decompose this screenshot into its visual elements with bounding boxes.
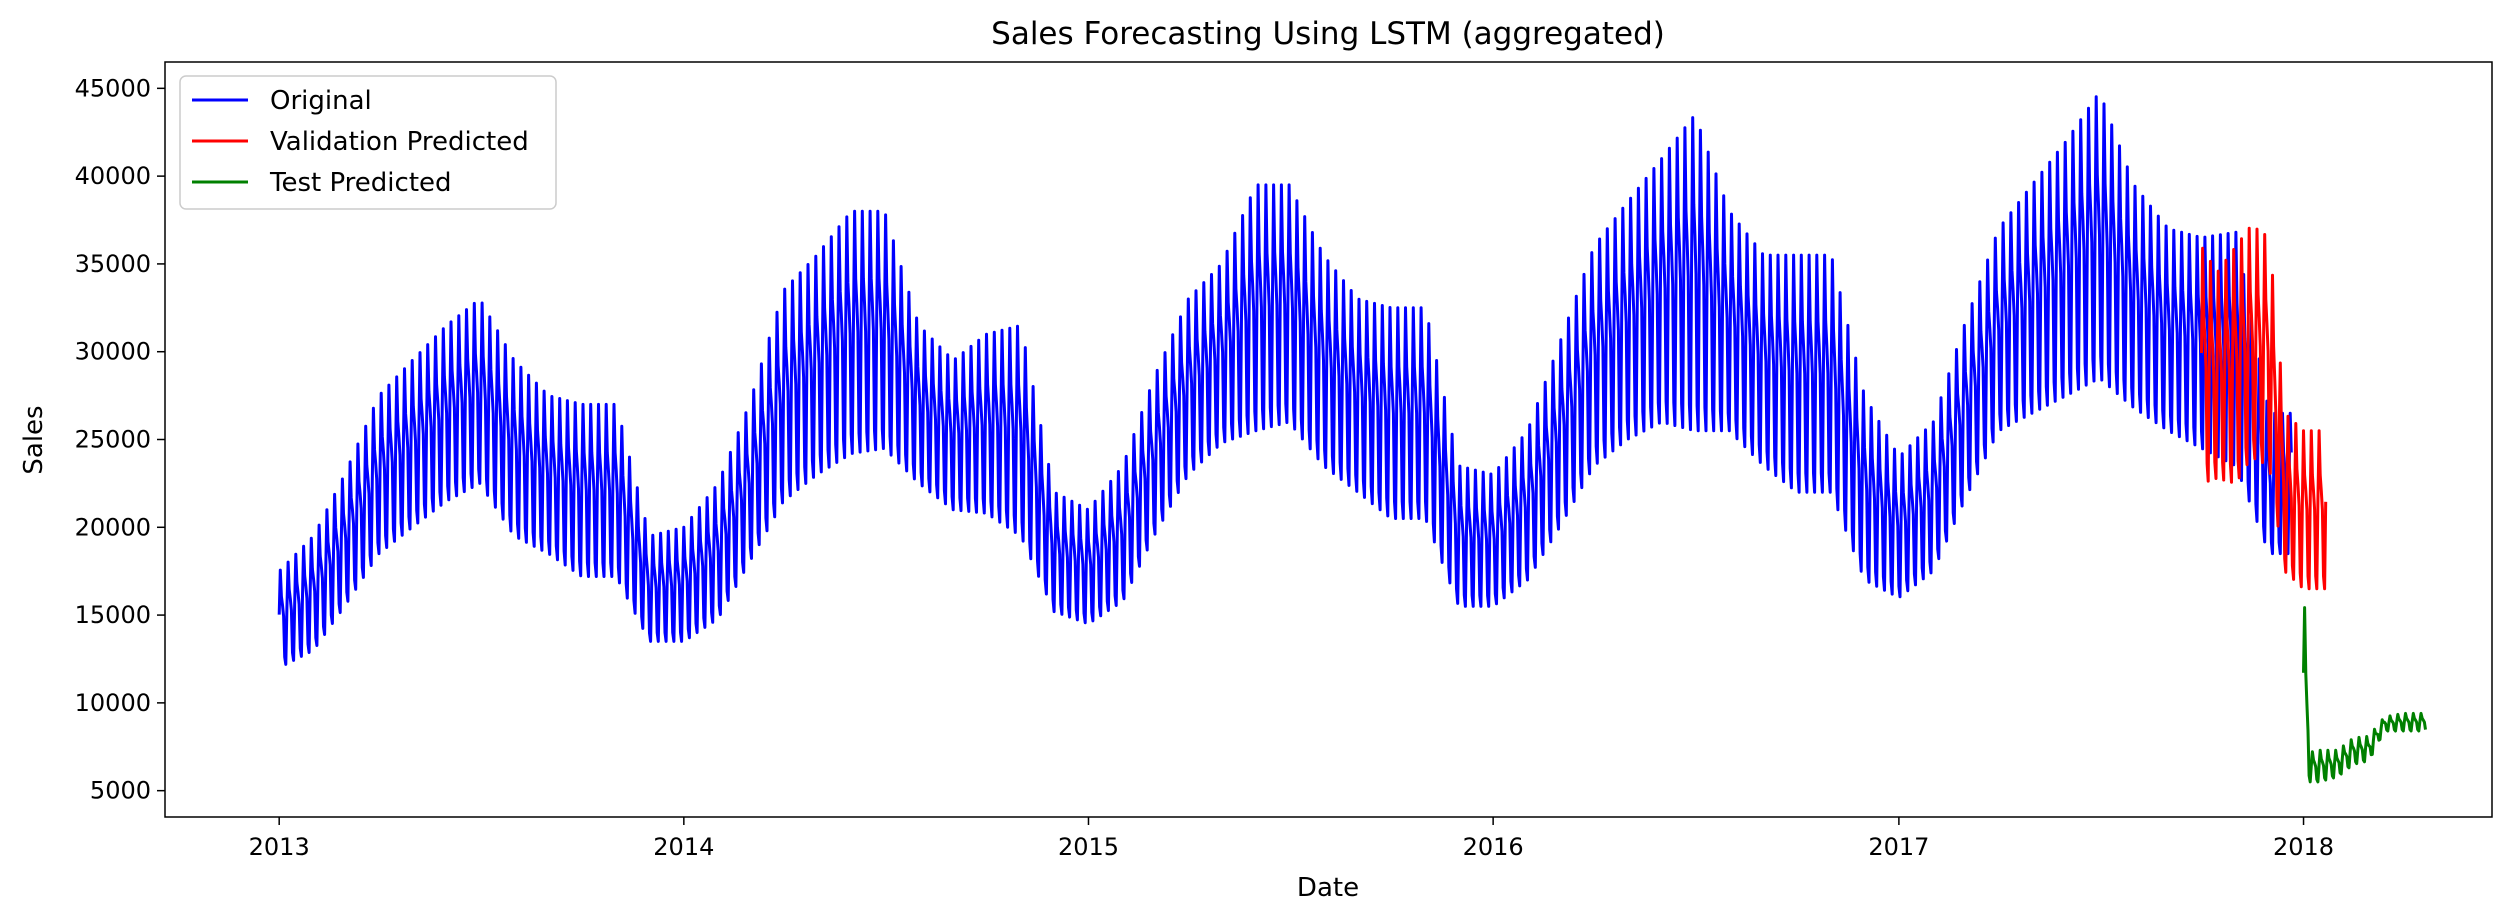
- y-tick-label: 5000: [90, 777, 151, 805]
- x-tick-label: 2014: [653, 833, 714, 861]
- chart-title: Sales Forecasting Using LSTM (aggregated…: [991, 16, 1665, 52]
- legend-label: Original: [270, 86, 372, 116]
- series-line: [2200, 226, 2328, 591]
- y-axis: 5000 10000 15000 20000 25000 30000 35000 40000 4…: [75, 74, 165, 805]
- y-tick-label: 25000: [75, 426, 151, 454]
- x-tick-label: 2013: [249, 833, 310, 861]
- legend: Original Validation Predicted Test Predict…: [179, 75, 557, 210]
- x-tick-label: 2016: [1463, 833, 1524, 861]
- y-tick-label: 20000: [75, 513, 151, 541]
- x-axis: 2013 2014 2015 2016 2017 2018: [249, 817, 2334, 861]
- y-tick-label: 45000: [75, 74, 151, 102]
- x-tick-label: 2015: [1058, 833, 1119, 861]
- y-tick-label: 15000: [75, 601, 151, 629]
- legend-label: Validation Predicted: [270, 127, 529, 157]
- legend-label: Test Predicted: [269, 168, 452, 198]
- plot-lines: [277, 95, 2427, 784]
- x-tick-label: 2017: [1868, 833, 1929, 861]
- x-axis-label: Date: [1297, 873, 1359, 903]
- y-axis-label: Sales: [19, 405, 49, 474]
- y-tick-label: 35000: [75, 250, 151, 278]
- x-tick-label: 2018: [2273, 833, 2334, 861]
- y-tick-label: 30000: [75, 338, 151, 366]
- y-tick-label: 10000: [75, 689, 151, 717]
- y-tick-label: 40000: [75, 162, 151, 190]
- legend-box: [179, 75, 557, 210]
- series-line: [2302, 606, 2427, 784]
- series-line: [277, 95, 2293, 666]
